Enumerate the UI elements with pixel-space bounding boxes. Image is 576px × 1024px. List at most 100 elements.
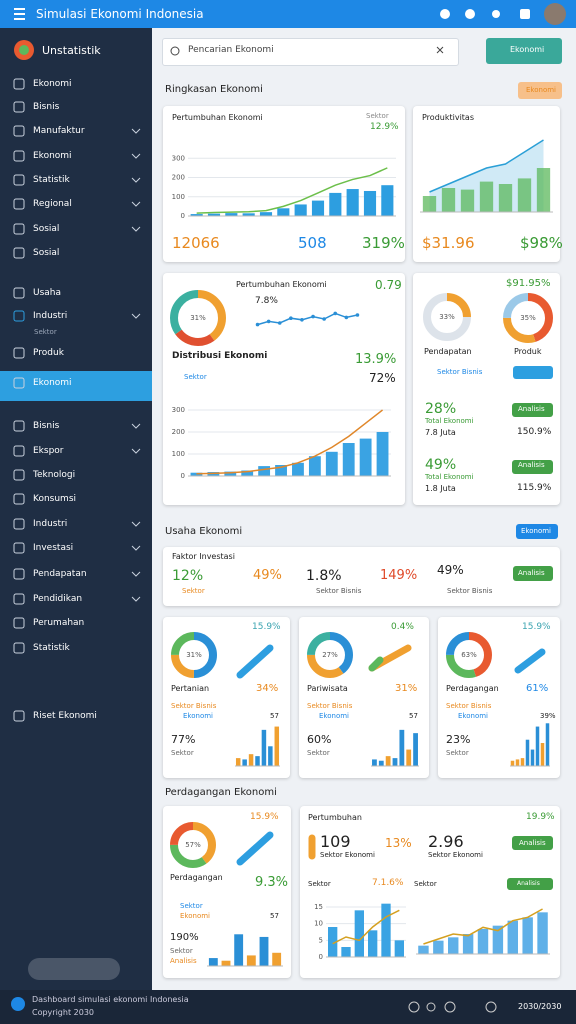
change: 13.9% [355,352,397,367]
bar [418,945,429,954]
nav-item[interactable]: Teknologi [33,470,76,480]
nav-item[interactable]: Usaha [33,288,62,298]
section-button[interactable] [516,524,558,539]
point [344,315,349,320]
nav-item[interactable]: Ekonomi [33,151,72,161]
sidebar-button[interactable] [28,958,120,980]
point [333,311,338,316]
card-title: Perdagangan [446,684,499,693]
nav-icon [13,469,25,481]
bar [535,726,540,766]
bar [274,726,280,766]
nav-item[interactable]: Investasi [33,543,74,553]
bar [498,184,513,212]
donut-segment [446,632,492,678]
nav-item[interactable]: Sektor [34,328,57,336]
label: Ekonomi [183,712,213,720]
button[interactable] [513,566,553,581]
button[interactable] [512,836,553,850]
nav-icon [13,710,25,722]
footer-bar [0,990,576,1024]
chevron [131,521,141,527]
nav-item[interactable]: Manufaktur [33,126,85,136]
nav-icon [13,377,25,389]
nav-item[interactable]: Pendapatan [33,569,87,579]
bar [292,462,304,476]
nav-item[interactable]: Produk [33,348,64,358]
stat: 34% [256,683,279,694]
bar [363,190,377,216]
nav-item[interactable]: Bisnis [33,102,60,112]
donut-segment [446,632,492,678]
nav-icon [13,223,25,235]
stat: 13% [385,836,412,850]
nav-item[interactable]: Ekspor [33,446,64,456]
nav-item[interactable]: Statistik [33,643,70,653]
line [257,312,358,326]
stat: 508 [298,234,327,252]
nav-icon [13,287,25,299]
nav-item[interactable]: Sosial [33,224,60,234]
donut-chart: 63% [446,632,492,678]
bar [537,912,548,954]
bar [294,204,307,216]
label: Sektor Bisnis [316,587,362,595]
label: 1.8 Juta [425,484,456,493]
nav-icon [13,493,25,505]
bar [354,910,364,957]
bar [248,754,254,766]
bar [277,208,290,216]
point [266,319,271,324]
nav-item[interactable]: Konsumsi [33,494,77,504]
search-box[interactable] [162,38,459,66]
button[interactable] [507,878,553,890]
bar [536,168,551,212]
point [300,318,304,322]
label: Sektor [184,373,207,381]
bar [346,189,359,216]
stat: $98% [520,234,563,252]
nav-item[interactable]: Industri [33,519,68,529]
badge-label: Ekonomi [526,86,556,94]
y-tick-label: 100 [172,450,185,458]
nav-item[interactable]: Riset Ekonomi [33,711,97,721]
bar [255,756,260,766]
nav-item[interactable]: Ekonomi [33,79,72,89]
bar [190,214,203,216]
donut-segment [423,293,471,341]
button[interactable] [512,460,553,474]
nav-item[interactable]: Statistik [33,175,70,185]
nav-item[interactable]: Perumahan [33,618,85,628]
button[interactable] [512,403,553,417]
nav-item[interactable]: Regional [33,199,72,209]
bar [530,749,535,766]
nav-icon [13,617,25,629]
label: Ekonomi [319,712,349,720]
bar [460,189,475,212]
bar [272,952,282,966]
donut-segment [171,632,217,678]
nav-item[interactable]: Sosial [33,248,60,258]
bar [368,930,378,957]
button-label: Analisis [517,880,540,887]
nav-item[interactable]: Pendidikan [33,594,83,604]
search-button[interactable] [486,38,562,64]
nav-item[interactable]: Industri [33,311,68,321]
bar [221,960,231,966]
change: 15.9% [252,622,281,632]
nav-item[interactable]: Bisnis [33,421,60,431]
change: 15.9% [522,622,551,632]
card-title: Pertumbuhan Ekonomi [236,280,327,289]
label: 115.9% [517,483,552,493]
point [255,322,260,327]
label: Sektor Bisnis [307,702,353,710]
section-title: Usaha Ekonomi [165,526,243,537]
nav-icon [13,420,25,432]
donut-chart: 31% [170,290,226,346]
label: Ekonomi [458,712,488,720]
button[interactable] [513,366,553,379]
nav-item[interactable]: Ekonomi [33,378,72,388]
y-tick-label: 10 [314,920,323,928]
chevron [131,423,141,429]
